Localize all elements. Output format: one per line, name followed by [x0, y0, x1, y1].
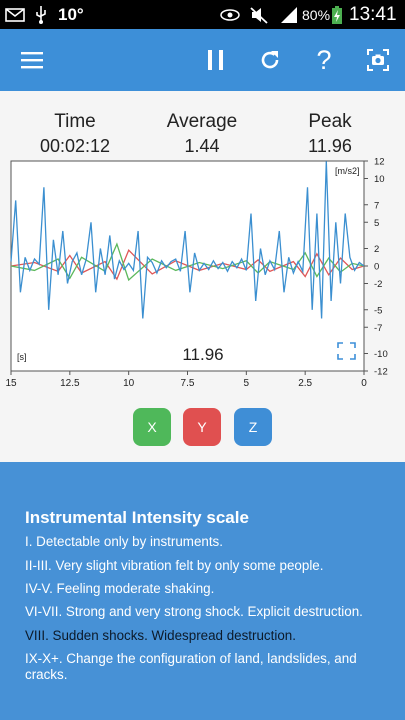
signal-icon — [279, 0, 299, 29]
seismograph-panel: 12 10 7 5 2 0 -2 -5 -7 -10 -12 15 12.5 10 7.5 5 2.5 0 [m… — [0, 157, 405, 392]
help-button[interactable]: ? — [304, 29, 344, 91]
x-tick-label: 2.5 — [298, 378, 312, 389]
help-icon: ? — [316, 44, 332, 75]
hamburger-menu-icon — [21, 52, 43, 69]
z-axis-button[interactable]: Z — [234, 408, 272, 446]
y-unit-label: [m/s2] — [335, 166, 360, 176]
average-stat: Average 1.44 — [142, 111, 262, 157]
x-axis-button[interactable]: X — [133, 408, 171, 446]
intensity-level-6-7: VI-VII. Strong and very strong shock. Ex… — [25, 604, 363, 619]
refresh-button[interactable] — [250, 29, 290, 91]
temperature-readout: 10° — [58, 4, 84, 24]
y-tick-label: 10 — [374, 174, 385, 185]
y-tick-label: -2 — [374, 279, 382, 290]
seismograph-chart: 12 10 7 5 2 0 -2 -5 -7 -10 -12 15 12.5 10 7.5 5 2.5 0 [m… — [5, 157, 388, 390]
battery-charging-icon — [331, 0, 343, 29]
y-tick-label: -12 — [374, 367, 388, 378]
usb-icon — [34, 0, 48, 29]
fullscreen-icon[interactable] — [337, 342, 356, 360]
y-tick-label: 5 — [374, 218, 379, 229]
time-label: Time — [54, 111, 96, 132]
menu-button[interactable] — [12, 29, 52, 91]
screenshot-button[interactable] — [358, 29, 398, 91]
y-tick-label: 2 — [374, 244, 379, 255]
x-tick-label: 10 — [123, 378, 135, 389]
mail-icon — [5, 0, 25, 29]
series-line-0 — [10, 161, 365, 319]
battery-percentage: 80% — [302, 6, 331, 23]
intensity-level-8: VIII. Sudden shocks. Widespread destruct… — [25, 628, 296, 643]
time-stat: Time 00:02:12 — [15, 111, 135, 157]
current-reading: 11.96 — [182, 345, 223, 364]
clock: 13:41 — [349, 3, 397, 25]
eye-icon — [220, 0, 240, 29]
intensity-level-2-3: II-III. Very slight vibration felt by on… — [25, 558, 324, 573]
peak-stat: Peak 11.96 — [270, 111, 390, 157]
intensity-level-1: I. Detectable only by instruments. — [25, 534, 223, 549]
y-tick-label: -7 — [374, 323, 382, 334]
y-tick-label: 7 — [374, 200, 379, 211]
x-tick-label: 7.5 — [181, 378, 195, 389]
axis-selector: X Y Z — [0, 392, 405, 462]
mute-icon — [249, 0, 269, 29]
x-tick-label: 15 — [5, 378, 17, 389]
y-axis-button[interactable]: Y — [183, 408, 221, 446]
x-tick-label: 12.5 — [60, 378, 80, 389]
pause-button[interactable] — [196, 29, 236, 91]
app-toolbar: ? — [0, 29, 405, 91]
y-tick-label: 12 — [374, 157, 385, 168]
y-tick-label: 0 — [374, 262, 379, 273]
x-unit-label: [s] — [17, 352, 27, 362]
average-label: Average — [166, 111, 238, 132]
x-tick-label: 0 — [361, 378, 367, 389]
stats-panel: Time 00:02:12 Average 1.44 Peak 11.96 — [0, 91, 405, 157]
y-tick-label: -10 — [374, 349, 388, 360]
intensity-scale-panel: Instrumental Intensity scale I. Detectab… — [0, 462, 405, 720]
intensity-scale-title: Instrumental Intensity scale — [25, 508, 249, 527]
camera-icon — [367, 49, 389, 71]
time-value: 00:02:12 — [39, 136, 111, 156]
refresh-icon — [261, 51, 279, 69]
pause-icon — [208, 50, 223, 70]
average-value: 1.44 — [184, 136, 220, 156]
y-tick-label: -5 — [374, 305, 382, 316]
status-bar: 10° 80% 13:41 — [0, 0, 405, 29]
x-tick-label: 5 — [244, 378, 250, 389]
intensity-level-4-5: IV-V. Feeling moderate shaking. — [25, 581, 215, 596]
peak-label: Peak — [308, 111, 352, 132]
peak-value: 11.96 — [308, 136, 352, 156]
intensity-level-9-10: IX-X+. Change the configuration of land,… — [25, 651, 357, 682]
